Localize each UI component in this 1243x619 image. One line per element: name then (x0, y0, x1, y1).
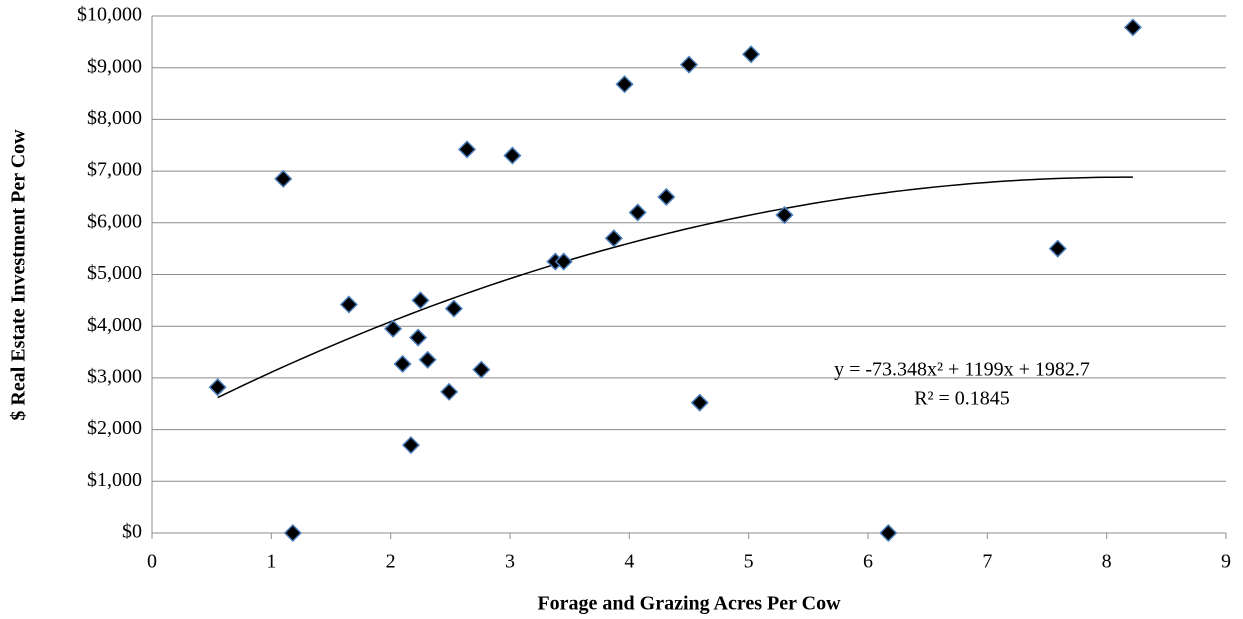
point (472, 360, 491, 379)
y-tick-label: $4,000 (87, 314, 142, 336)
x-axis-title: Forage and Grazing Acres Per Cow (537, 593, 841, 615)
x-tick-label: 3 (505, 551, 515, 573)
point (418, 350, 437, 369)
y-tick-label: $5,000 (87, 262, 142, 284)
point (503, 146, 522, 165)
point (1123, 18, 1142, 37)
trendline-equation: y = -73.348x² + 1199x + 1982.7 (834, 359, 1090, 381)
x-tick-label: 1 (266, 551, 276, 573)
point (411, 291, 430, 310)
point (615, 75, 634, 94)
point (339, 295, 358, 314)
y-tick-label: $3,000 (87, 365, 142, 387)
point (440, 382, 459, 401)
point (409, 328, 428, 347)
x-tick-label: 5 (744, 551, 754, 573)
x-tick-label: 9 (1221, 551, 1231, 573)
point (274, 169, 293, 188)
y-tick-label: $7,000 (87, 159, 142, 181)
point (628, 203, 647, 222)
point (208, 378, 227, 397)
x-tick-label: 8 (1102, 551, 1112, 573)
y-tick-label: $8,000 (87, 107, 142, 129)
y-axis-title: $ Real Estate Investment Per Cow (8, 129, 30, 421)
x-tick-label: 7 (982, 551, 992, 573)
point (741, 45, 761, 64)
y-tick-label: $2,000 (87, 417, 142, 439)
x-tick-label: 4 (624, 551, 634, 573)
point (679, 55, 699, 74)
point (690, 393, 709, 412)
point (457, 140, 477, 159)
point (444, 299, 463, 318)
point (775, 205, 794, 225)
x-tick-label: 6 (863, 551, 873, 573)
point (604, 229, 623, 248)
point (1048, 239, 1067, 258)
x-tick-label: 0 (147, 551, 157, 573)
point (393, 354, 412, 374)
trendline (217, 176, 1133, 399)
point (554, 252, 573, 271)
y-tick-label: $10,000 (77, 4, 142, 26)
y-tick-label: $0 (122, 521, 142, 543)
y-tick-label: $1,000 (87, 469, 142, 491)
point (657, 187, 676, 207)
point (283, 523, 302, 543)
point (383, 319, 403, 338)
x-tick-label: 2 (386, 551, 396, 573)
point (879, 523, 898, 543)
y-tick-label: $9,000 (87, 55, 142, 77)
point (401, 436, 421, 455)
y-tick-label: $6,000 (87, 210, 142, 232)
trendline-r-squared: R² = 0.1845 (914, 388, 1010, 410)
